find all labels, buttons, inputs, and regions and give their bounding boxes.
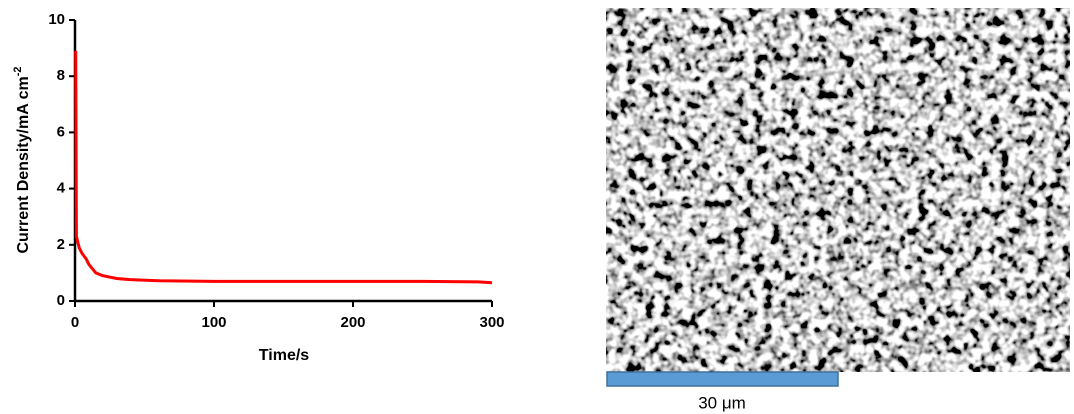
data-line — [74, 50, 493, 285]
y-axis-title: Current Density/mA cm-2 — [12, 66, 32, 253]
x-tick-label: 0 — [71, 314, 79, 331]
y-tick-label: 8 — [57, 67, 65, 84]
y-axis-title-sup: -2 — [12, 66, 24, 76]
y-tick-label: 0 — [57, 292, 65, 309]
sem-texture — [606, 8, 1070, 372]
scale-bar — [606, 371, 839, 387]
y-tick-label: 6 — [57, 123, 65, 140]
y-tick-label: 4 — [57, 180, 66, 197]
y-axis-title-main: Current Density/mA cm — [15, 76, 32, 253]
x-tick-label: 200 — [340, 314, 365, 331]
y-tick-label: 10 — [48, 11, 65, 28]
y-tick-label: 2 — [57, 236, 65, 253]
x-axis-title: Time/s — [259, 347, 310, 364]
x-tick-label: 300 — [479, 314, 504, 331]
x-tick-label: 100 — [201, 314, 226, 331]
scale-bar-label: 30 μm — [698, 393, 746, 412]
